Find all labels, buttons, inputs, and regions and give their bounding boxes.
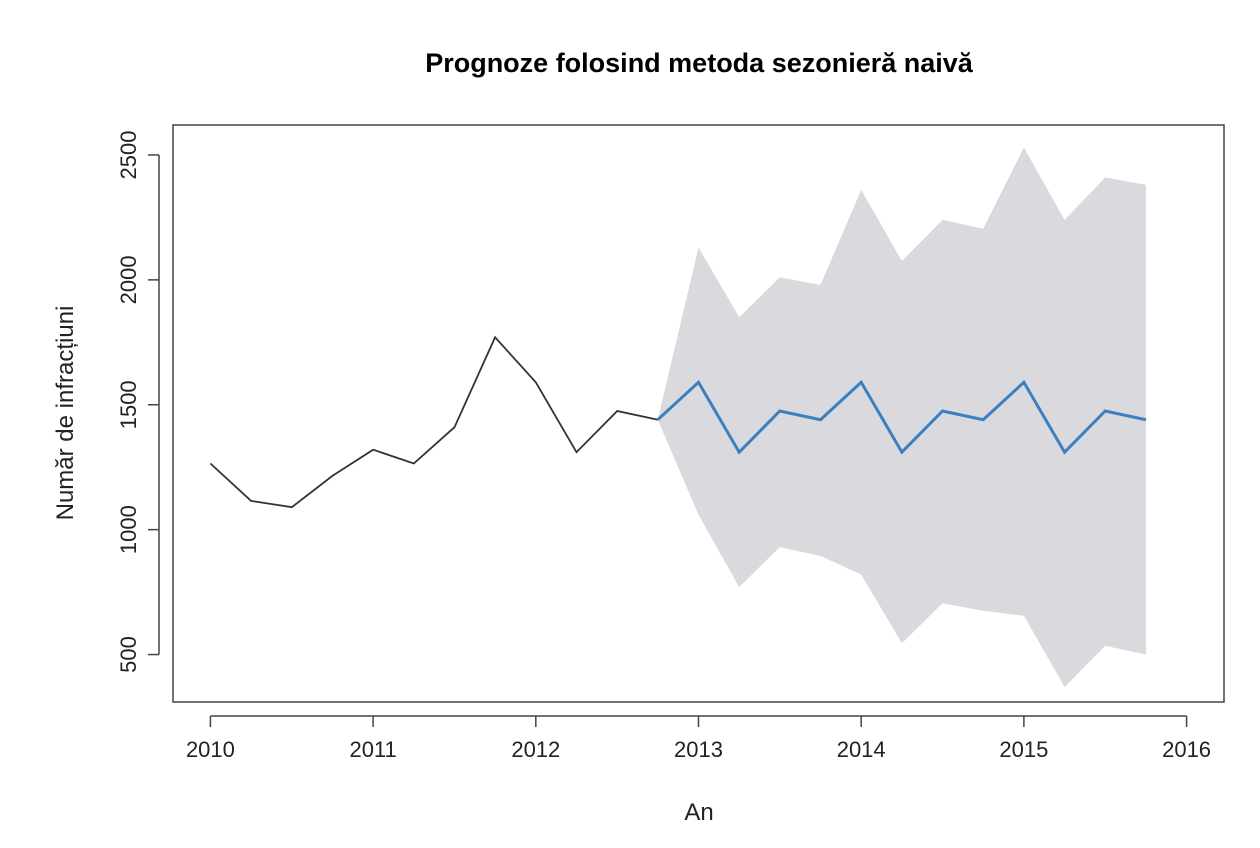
x-axis: 2010 2011 2012 2013 2014 2015 2016 <box>186 715 1211 762</box>
y-axis: 500 1000 1500 2000 2500 <box>116 131 160 673</box>
plot-frame <box>172 124 1225 703</box>
prediction-interval-layer <box>657 147 1146 687</box>
x-tick-label: 2013 <box>674 737 723 762</box>
plot-frame-layer <box>172 124 1225 703</box>
prediction-interval-band <box>657 147 1146 687</box>
observed-series-line <box>209 335 658 509</box>
y-tick-label: 2000 <box>116 255 141 304</box>
x-tick-label: 2016 <box>1162 737 1211 762</box>
x-tick-label: 2012 <box>511 737 560 762</box>
series-lines-layer <box>209 335 1147 509</box>
forecast-series-line <box>656 379 1147 455</box>
y-tick-label: 500 <box>116 636 141 673</box>
y-axis-label: Număr de infracțiuni <box>52 306 79 521</box>
y-tick-label: 2500 <box>116 131 141 180</box>
x-tick-label: 2014 <box>837 737 886 762</box>
x-tick-label: 2011 <box>349 737 396 762</box>
x-tick-label: 2010 <box>186 737 235 762</box>
chart-title: Prognoze folosind metoda sezonieră naivă <box>425 48 974 78</box>
y-tick-label: 1500 <box>116 380 141 429</box>
x-axis-label: An <box>684 799 713 826</box>
y-tick-label: 1000 <box>116 505 141 554</box>
x-tick-label: 2015 <box>999 737 1048 762</box>
